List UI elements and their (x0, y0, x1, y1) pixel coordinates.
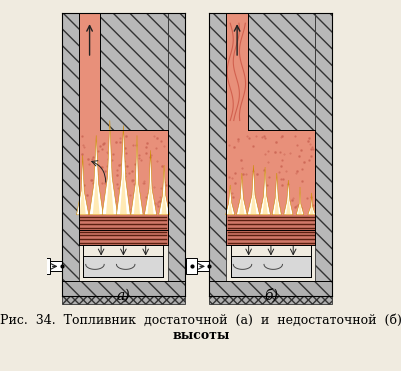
Polygon shape (239, 194, 244, 215)
Polygon shape (271, 173, 281, 215)
Polygon shape (262, 191, 267, 215)
Bar (62, 296, 184, 304)
Bar (209, 13, 226, 281)
Polygon shape (286, 197, 290, 215)
Polygon shape (147, 183, 153, 215)
Bar (209, 296, 332, 304)
Bar (100, 13, 168, 131)
Bar (62, 13, 79, 281)
Polygon shape (307, 193, 315, 215)
Bar (79, 215, 168, 244)
Bar (247, 13, 315, 131)
Bar (231, 256, 310, 277)
Polygon shape (102, 121, 117, 215)
Polygon shape (250, 190, 256, 215)
Polygon shape (116, 125, 130, 215)
Polygon shape (274, 194, 278, 215)
Bar (186, 259, 196, 274)
Text: высоты: высоты (172, 329, 229, 342)
Polygon shape (89, 135, 103, 215)
Polygon shape (227, 200, 232, 215)
Polygon shape (225, 185, 234, 215)
Text: Рис.  34.  Топливник  достаточной  (а)  и  недостаточной  (б): Рис. 34. Топливник достаточной (а) и нед… (0, 313, 401, 326)
Bar (209, 281, 332, 296)
Polygon shape (79, 185, 85, 215)
Bar (226, 215, 315, 244)
Bar (168, 13, 184, 281)
Polygon shape (130, 135, 143, 215)
Polygon shape (144, 150, 156, 215)
Polygon shape (259, 167, 270, 215)
Bar (83, 256, 163, 277)
Polygon shape (161, 190, 166, 215)
Polygon shape (158, 165, 169, 215)
Polygon shape (119, 170, 127, 215)
Polygon shape (309, 204, 313, 215)
Polygon shape (93, 175, 99, 215)
Text: а): а) (116, 288, 130, 302)
Bar (39, 259, 49, 274)
Bar (49, 262, 62, 271)
Text: б): б) (263, 288, 277, 302)
Bar (226, 131, 315, 230)
Bar (79, 13, 100, 131)
Polygon shape (298, 201, 301, 215)
Bar (196, 262, 209, 271)
Bar (226, 13, 247, 131)
Polygon shape (247, 165, 259, 215)
Bar (315, 13, 332, 281)
Bar (62, 281, 184, 296)
Polygon shape (283, 180, 292, 215)
Polygon shape (296, 187, 303, 215)
Polygon shape (134, 175, 140, 215)
Polygon shape (236, 173, 247, 215)
Polygon shape (106, 168, 113, 215)
Polygon shape (76, 155, 89, 215)
Bar (79, 131, 168, 230)
